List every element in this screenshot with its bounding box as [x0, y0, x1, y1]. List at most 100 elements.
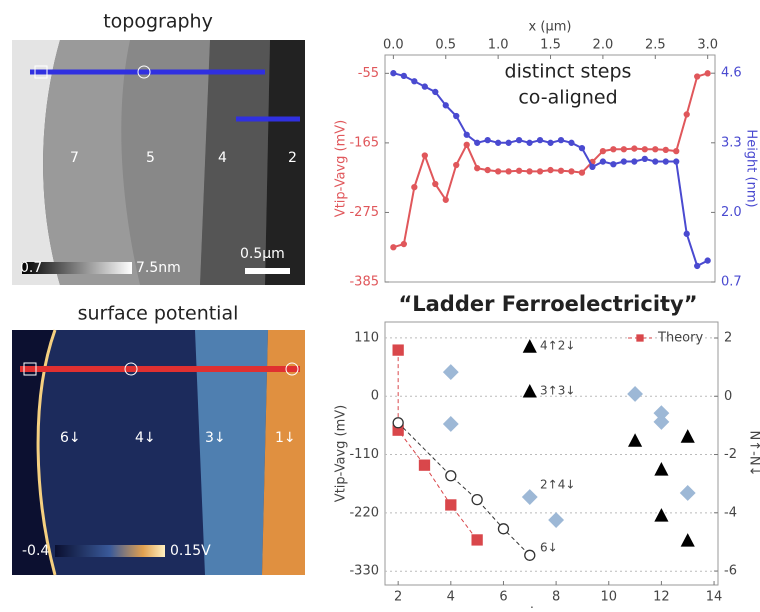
marker — [524, 385, 536, 397]
marker — [472, 495, 482, 505]
marker — [684, 231, 689, 236]
marker — [579, 170, 584, 175]
annotation: 2↑4↓ — [540, 478, 575, 492]
region-label: 2 — [288, 150, 297, 166]
marker — [621, 147, 626, 152]
region-label: 3↓ — [205, 430, 226, 446]
x-tick-label: 2 — [394, 590, 402, 605]
marker — [475, 140, 480, 145]
region-label: 5 — [146, 150, 155, 166]
marker — [422, 153, 427, 158]
marker — [475, 166, 480, 171]
marker — [391, 71, 396, 76]
y-axis-label: Vtip-Vavg (mV) — [334, 405, 349, 502]
y2-tick-label: 0.7 — [721, 275, 742, 290]
marker — [653, 147, 658, 152]
marker — [705, 71, 710, 76]
scale-min: -0.4 — [22, 543, 49, 559]
marker — [611, 162, 616, 167]
marker — [433, 89, 438, 94]
annotation: 4↑2↓ — [540, 339, 575, 353]
y2-tick-label: -4 — [724, 505, 737, 520]
y-tick-label: -110 — [349, 447, 379, 462]
marker — [446, 500, 456, 510]
marker — [569, 169, 574, 174]
marker — [527, 169, 532, 174]
panel-title: surface potential — [78, 303, 239, 325]
marker — [559, 168, 564, 173]
x-tick-label: 0.5 — [435, 38, 456, 53]
scale-bar: 0.5μm — [240, 246, 285, 262]
x-axis-label: x (μm) — [529, 20, 572, 35]
marker — [538, 138, 543, 143]
marker — [464, 142, 469, 147]
y2-tick-label: 3.3 — [721, 135, 742, 150]
marker — [632, 146, 637, 151]
marker — [485, 168, 490, 173]
marker — [412, 185, 417, 190]
marker — [600, 149, 605, 154]
x-tick-label: 6 — [499, 590, 507, 605]
marker — [695, 263, 700, 268]
marker — [506, 169, 511, 174]
x-tick-label: 3.0 — [697, 38, 718, 53]
marker — [642, 156, 647, 161]
marker — [412, 79, 417, 84]
marker — [464, 132, 469, 137]
y2-axis-label: Height (nm) — [744, 129, 759, 207]
region-label: 7 — [70, 150, 79, 166]
marker — [454, 163, 459, 168]
marker — [527, 140, 532, 145]
marker — [422, 84, 427, 89]
marker — [549, 513, 563, 527]
marker — [401, 73, 406, 78]
y-tick-label: -165 — [349, 135, 379, 150]
marker — [600, 159, 605, 164]
region-label: 4↓ — [135, 430, 156, 446]
marker — [682, 535, 694, 547]
marker — [419, 460, 429, 470]
scale-max: 0.15V — [170, 543, 211, 559]
x-tick-label: 4 — [447, 590, 455, 605]
region-label: 1↓ — [275, 430, 296, 446]
y-tick-label: 110 — [354, 330, 379, 345]
marker — [485, 138, 490, 143]
marker — [569, 140, 574, 145]
region-label: 6↓ — [60, 430, 81, 446]
surface-image: surface potential 6↓ 4↓ 3↓ 1↓ -0.4 0.15V — [12, 303, 305, 576]
y-axis-label: Vtip-Vavg (mV) — [334, 120, 349, 217]
marker — [663, 159, 668, 164]
marker — [472, 535, 482, 545]
marker — [391, 245, 396, 250]
y2-tick-label: 0 — [724, 389, 732, 404]
marker — [654, 415, 668, 429]
marker — [655, 463, 667, 475]
y-tick-label: -275 — [349, 205, 379, 220]
marker — [674, 159, 679, 164]
marker — [559, 138, 564, 143]
marker — [653, 159, 658, 164]
panel-title: topography — [103, 11, 213, 33]
marker — [621, 159, 626, 164]
x-tick-label: 2.5 — [645, 38, 666, 53]
marker — [682, 431, 694, 443]
marker — [517, 168, 522, 173]
marker — [548, 140, 553, 145]
marker — [590, 164, 595, 169]
marker — [393, 418, 403, 428]
y-tick-label: -330 — [349, 564, 379, 579]
marker — [628, 387, 642, 401]
marker — [496, 140, 501, 145]
marker — [446, 471, 456, 481]
annotation: co-aligned — [518, 87, 617, 109]
y-tick-label: 0 — [371, 389, 379, 404]
marker — [498, 524, 508, 534]
x-tick-label: 2.0 — [593, 38, 614, 53]
y2-tick-label: 4.6 — [721, 66, 742, 81]
marker — [517, 138, 522, 143]
x-tick-label: 10 — [600, 590, 617, 605]
marker — [684, 112, 689, 117]
marker — [705, 258, 710, 263]
marker — [524, 341, 536, 353]
